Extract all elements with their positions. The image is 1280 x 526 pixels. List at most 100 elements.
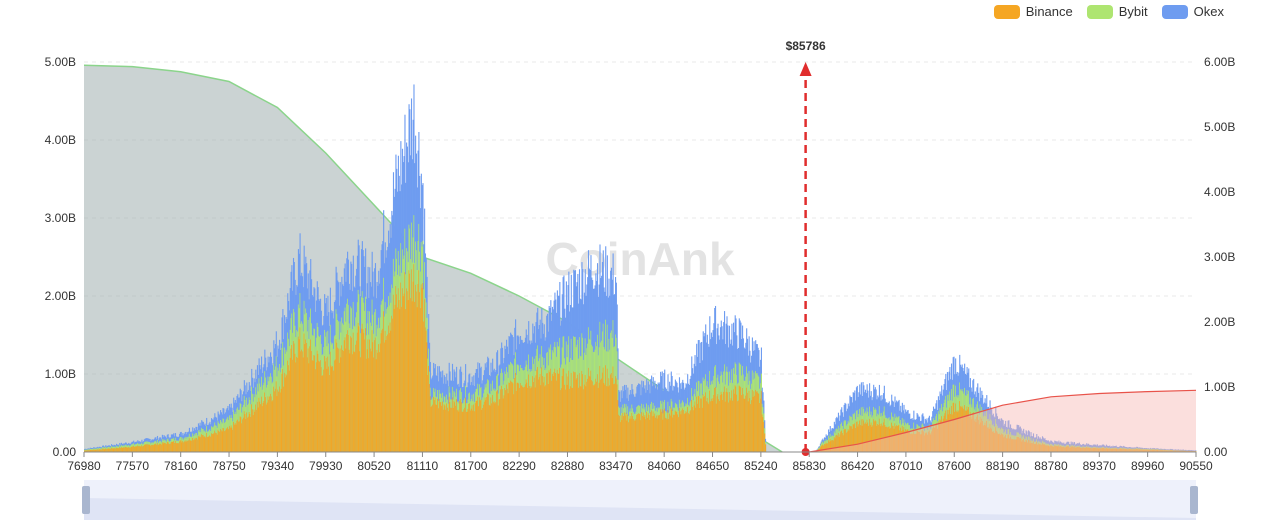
bar-binance	[228, 429, 230, 452]
bar-binance	[1181, 450, 1183, 452]
bar-binance	[342, 351, 345, 452]
bar-binance	[190, 440, 192, 452]
bar-binance	[1045, 445, 1047, 452]
bar-binance	[471, 405, 473, 452]
bar-binance	[409, 273, 411, 452]
bar-binance	[257, 407, 259, 452]
bar-binance	[948, 409, 950, 452]
bar-binance	[364, 339, 366, 452]
bar-binance	[677, 414, 679, 452]
bar-binance	[862, 419, 864, 452]
bar-binance	[1173, 450, 1175, 452]
bar-binance	[1026, 440, 1028, 452]
bar-binance	[113, 448, 115, 452]
bar-binance	[496, 391, 498, 452]
bar-binance	[855, 428, 857, 452]
bar-binance	[1008, 434, 1010, 452]
bar-binance	[1049, 446, 1051, 452]
bar-binance	[846, 431, 849, 452]
bar-binance	[1109, 448, 1112, 452]
bar-binance	[169, 444, 171, 452]
bar-binance	[1109, 448, 1111, 452]
zoom-handle-right[interactable]	[1190, 486, 1198, 514]
x-tick-label: 79930	[309, 459, 343, 473]
bar-binance	[1113, 448, 1115, 452]
legend-label-binance: Binance	[1025, 4, 1073, 19]
bar-binance	[217, 429, 219, 452]
bar-binance	[976, 416, 978, 452]
bar-binance	[682, 408, 684, 452]
zoom-slider[interactable]	[82, 480, 1198, 520]
bar-binance	[1169, 450, 1171, 452]
bar-binance	[930, 434, 932, 452]
bar-binance	[863, 420, 865, 452]
bar-binance	[893, 428, 895, 452]
legend-item-okex[interactable]: Okex	[1161, 4, 1224, 19]
bar-binance	[383, 311, 385, 452]
bar-binance	[359, 351, 361, 452]
bar-binance	[688, 414, 690, 452]
bar-binance	[197, 435, 200, 452]
bar-binance	[392, 294, 395, 452]
bar-binance	[566, 384, 568, 452]
bar-binance	[583, 384, 585, 452]
y-left-tick-label: 5.00B	[45, 55, 76, 69]
legend-item-binance[interactable]: Binance	[993, 4, 1073, 19]
bar-binance	[1119, 448, 1121, 452]
bar-binance	[742, 388, 744, 452]
bar-binance	[687, 413, 690, 452]
bar-binance	[850, 426, 852, 452]
bar-binance	[968, 407, 970, 452]
legend-item-bybit[interactable]: Bybit	[1086, 4, 1148, 19]
bar-binance	[491, 403, 493, 452]
bar-binance	[1001, 434, 1003, 452]
x-tick-label: 87600	[938, 459, 972, 473]
bar-binance	[932, 428, 934, 452]
bar-binance	[122, 447, 124, 452]
bar-binance	[590, 370, 592, 452]
bar-binance	[838, 436, 840, 452]
bar-binance	[1091, 448, 1093, 452]
bar-binance	[1005, 434, 1007, 452]
bar-binance	[935, 424, 937, 452]
bar-binance	[1127, 449, 1130, 452]
short-cumulative-fill	[809, 390, 1196, 452]
y-right-tick-label: 4.00B	[1204, 185, 1235, 199]
bar-binance	[953, 402, 955, 452]
bar-binance	[902, 429, 904, 452]
bar-binance	[839, 434, 841, 452]
bar-binance	[651, 416, 653, 452]
bar-binance	[910, 433, 912, 452]
zoom-handle-left[interactable]	[82, 486, 90, 514]
bar-binance	[594, 383, 596, 452]
bar-binance	[433, 396, 435, 452]
bar-binance	[236, 420, 238, 452]
bar-binance	[605, 386, 608, 452]
y-right-tick-label: 2.00B	[1204, 315, 1235, 329]
bar-binance	[549, 372, 551, 452]
bar-binance	[822, 444, 824, 452]
bar-binance	[1111, 448, 1113, 452]
bar-binance	[298, 339, 300, 452]
bar-binance	[378, 344, 380, 452]
bar-binance	[262, 402, 264, 452]
bar-binance	[626, 420, 628, 452]
bar-binance	[102, 448, 104, 452]
bar-binance	[460, 402, 463, 452]
bar-binance	[844, 428, 846, 452]
bar-binance	[140, 446, 142, 452]
bar-binance	[616, 384, 618, 452]
x-tick-label: 85830	[793, 459, 827, 473]
bar-binance	[310, 339, 312, 452]
bar-binance	[1123, 448, 1125, 452]
bar-binance	[973, 412, 975, 452]
bar-binance	[315, 362, 318, 452]
bar-binance	[377, 352, 379, 452]
bar-binance	[680, 414, 682, 452]
bar-binance	[665, 418, 667, 452]
bar-binance	[288, 365, 290, 452]
bar-binance	[608, 378, 610, 452]
bar-binance	[478, 397, 481, 452]
bar-binance	[414, 301, 416, 452]
bar-binance	[336, 342, 338, 452]
